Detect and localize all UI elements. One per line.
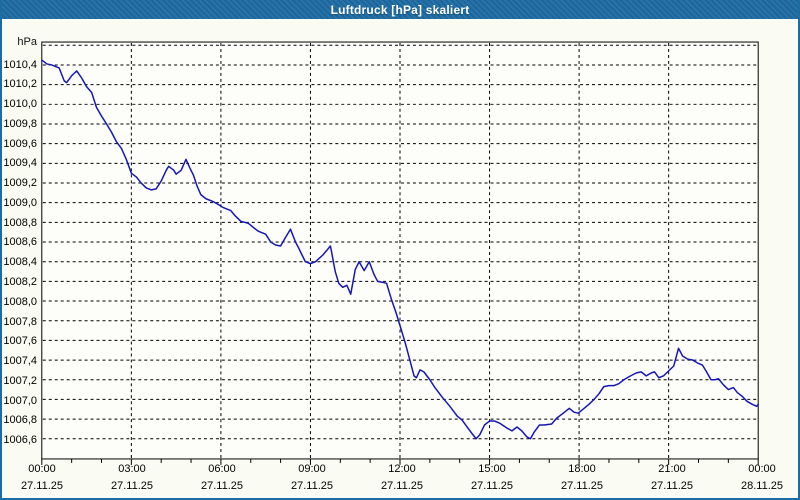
y-axis-label: 1007,2 [3, 374, 37, 387]
y-axis-label: 1009,6 [3, 137, 37, 150]
y-axis-label: 1010,0 [3, 98, 37, 111]
x-axis-time-label: 21:00 [658, 463, 686, 475]
y-axis-label: 1009,8 [3, 117, 37, 130]
chart-title: Luftdruck [hPa] skaliert [330, 2, 470, 17]
y-axis-label: 1010,2 [3, 78, 37, 91]
x-axis-time-label: 12:00 [388, 463, 416, 475]
titlebar: Luftdruck [hPa] skaliert [2, 0, 798, 19]
y-axis-label: 1008,8 [3, 216, 37, 229]
y-axis-label: 1006,6 [3, 434, 37, 447]
y-axis-unit-label: hPa [17, 36, 37, 48]
x-axis-date-label: 27.11.25 [650, 480, 693, 492]
y-axis-label: 1008,4 [3, 256, 37, 269]
x-axis-date-label: 27.11.25 [20, 480, 63, 492]
x-axis-time-label: 18:00 [568, 463, 596, 475]
x-axis-date-label: 27.11.25 [290, 480, 333, 492]
y-axis-label: 1009,2 [3, 177, 37, 190]
y-axis-label: 1010,4 [3, 58, 37, 71]
x-axis-date-label: 27.11.25 [380, 480, 423, 492]
x-axis-date-label: 27.11.25 [470, 480, 513, 492]
y-axis-label: 1008,0 [3, 295, 37, 308]
y-axis-label: 1008,6 [3, 236, 37, 249]
y-axis-label: 1009,4 [3, 157, 37, 170]
x-axis-time-label: 00:00 [28, 463, 56, 475]
y-axis-label: 1007,0 [3, 394, 37, 407]
x-axis-time-label: 00:00 [748, 463, 776, 475]
y-axis-label: 1007,8 [3, 315, 37, 328]
y-axis-label: 1006,8 [3, 414, 37, 427]
pressure-series-line [41, 59, 759, 440]
y-axis-label: 1007,4 [3, 355, 37, 368]
x-axis-date-label: 27.11.25 [110, 480, 153, 492]
y-axis-label: 1007,6 [3, 335, 37, 348]
x-axis-date-label: 27.11.25 [200, 480, 243, 492]
x-axis-date-label: 28.11.25 [740, 480, 783, 492]
x-axis-date-label: 27.11.25 [560, 480, 603, 492]
y-axis-label: 1009,0 [3, 196, 37, 209]
x-axis-time-label: 09:00 [298, 463, 326, 475]
x-axis-time-label: 15:00 [478, 463, 506, 475]
x-axis-time-label: 06:00 [208, 463, 236, 475]
x-axis-time-label: 03:00 [118, 463, 146, 475]
y-axis-label: 1008,2 [3, 276, 37, 289]
